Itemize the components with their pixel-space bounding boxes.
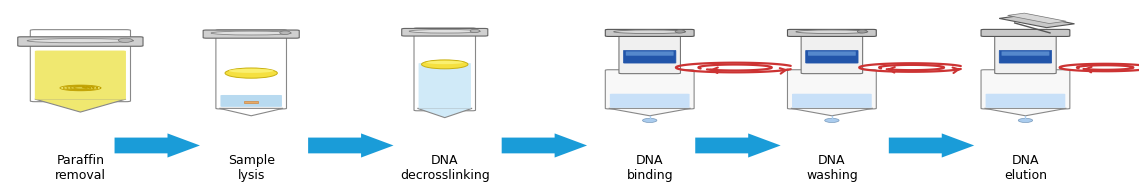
Polygon shape xyxy=(219,108,283,116)
Ellipse shape xyxy=(426,61,463,64)
Text: Paraffin
removal: Paraffin removal xyxy=(55,154,106,182)
Polygon shape xyxy=(999,15,1075,28)
Ellipse shape xyxy=(613,30,686,33)
Ellipse shape xyxy=(796,30,868,33)
Ellipse shape xyxy=(409,30,480,33)
FancyBboxPatch shape xyxy=(788,29,877,36)
FancyBboxPatch shape xyxy=(792,94,872,108)
FancyBboxPatch shape xyxy=(605,29,694,36)
Ellipse shape xyxy=(824,118,839,122)
Ellipse shape xyxy=(857,30,868,33)
FancyBboxPatch shape xyxy=(18,37,142,46)
FancyBboxPatch shape xyxy=(801,32,863,74)
FancyBboxPatch shape xyxy=(418,63,471,109)
Polygon shape xyxy=(35,99,125,112)
Ellipse shape xyxy=(119,38,132,42)
FancyBboxPatch shape xyxy=(31,30,130,102)
Ellipse shape xyxy=(229,69,274,73)
FancyBboxPatch shape xyxy=(788,70,877,109)
FancyBboxPatch shape xyxy=(986,94,1065,108)
FancyBboxPatch shape xyxy=(220,95,282,107)
FancyBboxPatch shape xyxy=(35,50,125,100)
Ellipse shape xyxy=(225,68,277,78)
Polygon shape xyxy=(417,108,472,118)
Ellipse shape xyxy=(470,29,480,33)
Ellipse shape xyxy=(643,118,657,122)
FancyArrow shape xyxy=(114,133,200,157)
Text: DNA
binding: DNA binding xyxy=(626,154,673,182)
FancyBboxPatch shape xyxy=(808,51,856,56)
FancyBboxPatch shape xyxy=(806,50,858,63)
FancyBboxPatch shape xyxy=(215,30,286,109)
FancyBboxPatch shape xyxy=(610,94,690,108)
Bar xyxy=(244,101,258,103)
Ellipse shape xyxy=(279,31,291,34)
FancyBboxPatch shape xyxy=(401,28,488,36)
FancyBboxPatch shape xyxy=(982,70,1069,109)
Ellipse shape xyxy=(211,31,292,35)
FancyBboxPatch shape xyxy=(1000,50,1051,63)
FancyBboxPatch shape xyxy=(995,32,1056,74)
FancyBboxPatch shape xyxy=(1002,51,1049,56)
FancyBboxPatch shape xyxy=(414,28,475,111)
Polygon shape xyxy=(609,108,691,116)
FancyBboxPatch shape xyxy=(624,50,676,63)
FancyBboxPatch shape xyxy=(982,29,1069,36)
FancyArrow shape xyxy=(695,133,781,157)
FancyArrow shape xyxy=(889,133,975,157)
FancyBboxPatch shape xyxy=(619,32,681,74)
Text: Sample
lysis: Sample lysis xyxy=(228,154,275,182)
FancyBboxPatch shape xyxy=(605,70,694,109)
FancyBboxPatch shape xyxy=(203,30,299,38)
Text: DNA
elution: DNA elution xyxy=(1004,154,1047,182)
Polygon shape xyxy=(985,108,1066,116)
Ellipse shape xyxy=(422,60,469,69)
Text: DNA
decrosslinking: DNA decrosslinking xyxy=(400,154,489,182)
FancyArrow shape xyxy=(308,133,393,157)
Polygon shape xyxy=(1008,13,1066,24)
FancyBboxPatch shape xyxy=(626,51,674,56)
Ellipse shape xyxy=(27,39,133,43)
FancyArrow shape xyxy=(502,133,587,157)
Text: DNA
washing: DNA washing xyxy=(806,154,857,182)
Ellipse shape xyxy=(675,30,685,33)
Polygon shape xyxy=(791,108,873,116)
Ellipse shape xyxy=(1018,118,1033,122)
